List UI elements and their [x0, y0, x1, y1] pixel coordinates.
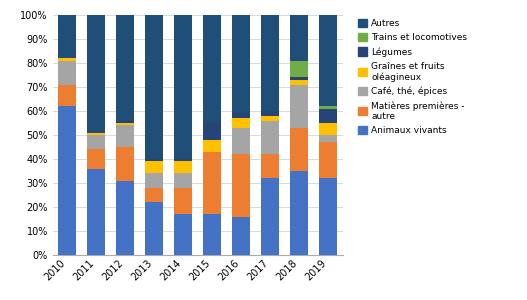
- Bar: [290, 85, 308, 128]
- Bar: [87, 133, 105, 135]
- Bar: [116, 181, 134, 255]
- Bar: [116, 125, 134, 147]
- Bar: [290, 171, 308, 255]
- Bar: [87, 15, 105, 133]
- Bar: [174, 159, 192, 161]
- Bar: [319, 106, 337, 109]
- Bar: [116, 123, 134, 125]
- Bar: [87, 169, 105, 255]
- Bar: [290, 80, 308, 85]
- Bar: [174, 214, 192, 255]
- Bar: [145, 173, 163, 188]
- Bar: [145, 188, 163, 202]
- Bar: [261, 15, 279, 111]
- Bar: [319, 142, 337, 178]
- Bar: [145, 161, 163, 173]
- Bar: [203, 140, 221, 152]
- Bar: [261, 121, 279, 154]
- Bar: [203, 15, 221, 123]
- Bar: [261, 116, 279, 121]
- Bar: [290, 77, 308, 80]
- Bar: [58, 106, 76, 255]
- Bar: [116, 121, 134, 123]
- Bar: [116, 147, 134, 181]
- Bar: [203, 214, 221, 255]
- Bar: [232, 118, 250, 128]
- Bar: [87, 149, 105, 169]
- Bar: [145, 15, 163, 159]
- Bar: [319, 109, 337, 123]
- Bar: [174, 161, 192, 173]
- Bar: [116, 15, 134, 121]
- Bar: [261, 154, 279, 178]
- Bar: [87, 135, 105, 149]
- Bar: [145, 159, 163, 161]
- Bar: [232, 217, 250, 255]
- Bar: [174, 15, 192, 159]
- Bar: [290, 128, 308, 171]
- Bar: [145, 202, 163, 255]
- Bar: [261, 178, 279, 255]
- Bar: [58, 58, 76, 61]
- Bar: [232, 154, 250, 217]
- Bar: [174, 188, 192, 214]
- Bar: [319, 135, 337, 142]
- Bar: [290, 15, 308, 61]
- Bar: [261, 111, 279, 116]
- Bar: [203, 152, 221, 214]
- Bar: [290, 61, 308, 77]
- Bar: [319, 123, 337, 135]
- Bar: [319, 15, 337, 106]
- Bar: [232, 15, 250, 113]
- Bar: [319, 178, 337, 255]
- Legend: Autres, Trains et locomotives, Légumes, Graînes et fruits
oléagineux, Café, thé,: Autres, Trains et locomotives, Légumes, …: [356, 17, 469, 137]
- Bar: [232, 113, 250, 118]
- Bar: [232, 128, 250, 154]
- Bar: [58, 85, 76, 106]
- Bar: [174, 173, 192, 188]
- Bar: [58, 61, 76, 85]
- Bar: [203, 123, 221, 140]
- Bar: [58, 15, 76, 58]
